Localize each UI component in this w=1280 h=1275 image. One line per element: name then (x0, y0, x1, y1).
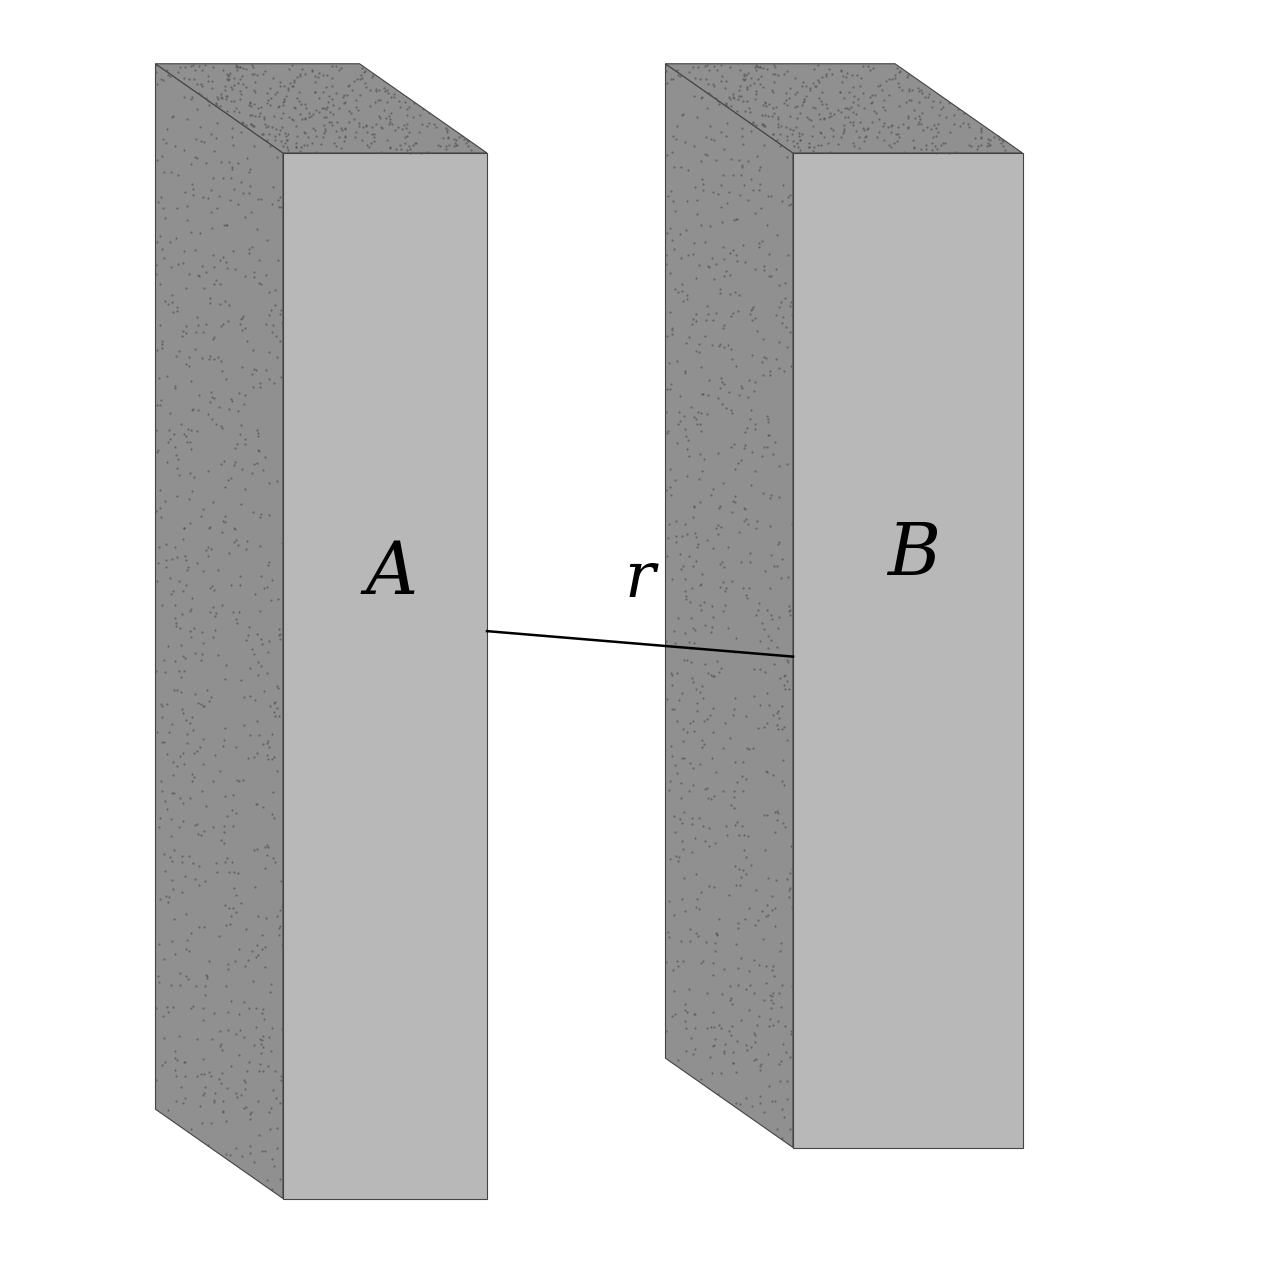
Polygon shape (666, 64, 1023, 153)
Text: A: A (365, 538, 417, 609)
Text: B: B (887, 519, 941, 590)
Polygon shape (155, 64, 486, 153)
Polygon shape (794, 153, 1023, 1148)
Text: r: r (625, 550, 655, 611)
Polygon shape (155, 64, 283, 1198)
Polygon shape (666, 64, 794, 1148)
Polygon shape (283, 153, 486, 1198)
